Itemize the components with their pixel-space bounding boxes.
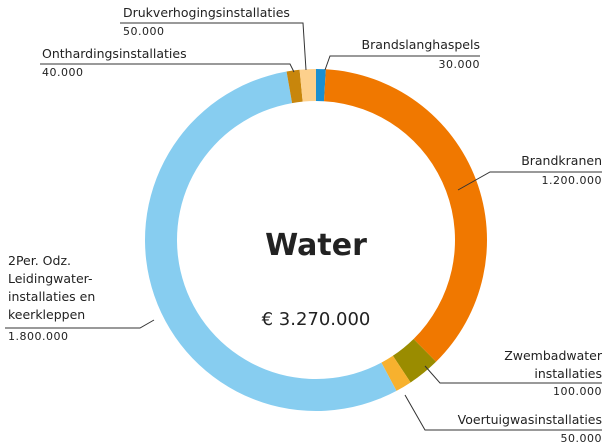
segment-value: 1.200.000 bbox=[541, 174, 602, 187]
segment-label: Onthardingsinstallaties bbox=[42, 46, 187, 61]
segment bbox=[316, 69, 326, 102]
segment-label: Zwembadwater installaties bbox=[504, 348, 602, 381]
segment bbox=[145, 71, 397, 411]
leader-line bbox=[424, 365, 602, 384]
segment-value: 50.000 bbox=[123, 25, 165, 38]
leader-line bbox=[40, 63, 295, 73]
segment-value: 30.000 bbox=[438, 58, 480, 71]
segment bbox=[286, 69, 303, 104]
leader-line bbox=[324, 55, 480, 71]
segment-label: Voertuigwasinstallaties bbox=[457, 412, 602, 427]
leader-line bbox=[120, 22, 307, 71]
segments bbox=[145, 69, 487, 411]
leader-lines bbox=[5, 22, 602, 431]
segment-value: 40.000 bbox=[42, 66, 84, 79]
segment-label: 2Per. Odz. Leidingwater- installaties en… bbox=[8, 253, 96, 322]
leader-line bbox=[457, 171, 602, 191]
segment-value: 50.000 bbox=[560, 432, 602, 445]
segment-label: Brandkranen bbox=[521, 153, 602, 168]
segment-label: Brandslanghaspels bbox=[361, 37, 480, 52]
segment bbox=[392, 338, 437, 383]
segment bbox=[299, 69, 316, 102]
leader-line bbox=[404, 394, 602, 431]
center-title: Water bbox=[265, 228, 367, 263]
segment bbox=[381, 355, 411, 391]
segment-value: 100.000 bbox=[553, 385, 602, 398]
segment-value: 1.800.000 bbox=[8, 330, 69, 343]
center-total: € 3.270.000 bbox=[262, 309, 371, 330]
segment-label: Drukverhogingsinstallaties bbox=[123, 5, 290, 20]
leader-line bbox=[5, 319, 155, 329]
segment bbox=[324, 69, 487, 362]
